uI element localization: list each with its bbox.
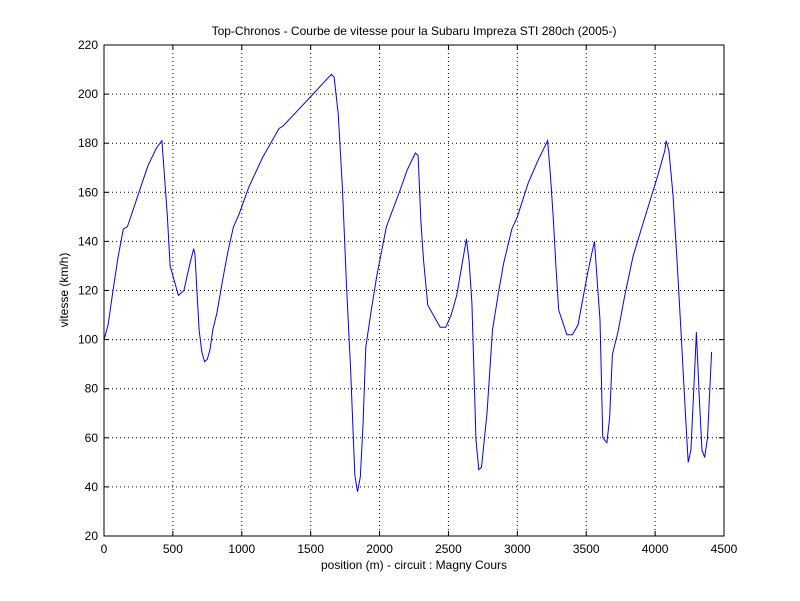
y-tick-label: 20: [85, 529, 99, 543]
y-tick-label: 80: [85, 382, 99, 396]
y-tick-label: 40: [85, 480, 99, 494]
y-tick-label: 100: [78, 333, 98, 347]
x-tick-label: 4000: [642, 542, 669, 556]
speed-series-line: [103, 73, 713, 492]
x-axis-label: position (m) - circuit : Magny Cours: [321, 558, 507, 572]
x-tick-label: 0: [101, 542, 108, 556]
y-tick-label: 120: [78, 284, 98, 298]
y-tick-label: 200: [78, 87, 98, 101]
x-tick-label: 1000: [228, 542, 255, 556]
x-tick-label: 3000: [504, 542, 531, 556]
y-tick-label: 60: [85, 431, 99, 445]
axis-ticks: 0 500 1000 1500 2000 2500 3000 3500 4000 4500 20 40…: [78, 38, 738, 556]
y-tick-label: 180: [78, 136, 98, 150]
x-tick-label: 1500: [297, 542, 324, 556]
x-tick-label: 3500: [573, 542, 600, 556]
grid-lines: [104, 45, 724, 536]
x-tick-label: 4500: [711, 542, 738, 556]
y-axis-label: vitesse (km/h): [57, 253, 71, 328]
x-tick-label: 2500: [435, 542, 462, 556]
x-tick-label: 500: [163, 542, 183, 556]
series-group: [103, 73, 713, 492]
y-tick-label: 140: [78, 234, 98, 248]
y-tick-label: 220: [78, 38, 98, 52]
x-tick-label: 2000: [366, 542, 393, 556]
chart-title: Top-Chronos - Courbe de vitesse pour la …: [212, 24, 617, 38]
y-tick-label: 160: [78, 185, 98, 199]
